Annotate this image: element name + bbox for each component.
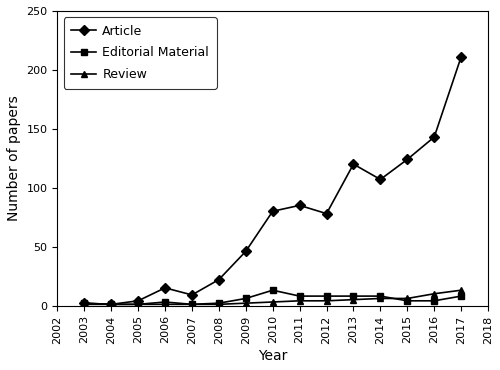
Review: [82, 302, 87, 307]
Article: [135, 299, 141, 303]
Editorial Material: [82, 301, 87, 305]
Review: [378, 296, 384, 301]
Editorial Material: [431, 299, 437, 303]
Editorial Material: [216, 301, 222, 305]
Editorial Material: [458, 294, 464, 298]
Article: [378, 177, 384, 182]
Article: [270, 209, 276, 213]
Article: [82, 301, 87, 305]
Article: [216, 278, 222, 282]
Editorial Material: [296, 294, 302, 298]
Line: Review: Review: [81, 287, 464, 308]
Review: [189, 302, 195, 307]
Article: [458, 55, 464, 59]
Article: [296, 203, 302, 208]
Article: [404, 157, 410, 162]
Review: [404, 296, 410, 301]
Review: [243, 301, 249, 305]
Review: [324, 299, 330, 303]
Review: [350, 297, 356, 302]
Review: [431, 292, 437, 296]
Article: [243, 249, 249, 253]
Editorial Material: [270, 288, 276, 292]
Line: Editorial Material: Editorial Material: [81, 287, 464, 308]
Article: [350, 162, 356, 166]
Review: [458, 288, 464, 292]
Article: [108, 302, 114, 307]
Y-axis label: Number of papers: Number of papers: [7, 95, 21, 221]
Editorial Material: [324, 294, 330, 298]
Review: [296, 299, 302, 303]
Review: [108, 302, 114, 307]
Review: [135, 302, 141, 307]
Article: [324, 211, 330, 216]
Editorial Material: [135, 302, 141, 307]
Editorial Material: [378, 294, 384, 298]
Editorial Material: [350, 294, 356, 298]
Editorial Material: [162, 300, 168, 304]
Review: [162, 302, 168, 307]
Editorial Material: [108, 302, 114, 307]
Editorial Material: [404, 299, 410, 303]
Review: [216, 302, 222, 307]
Legend: Article, Editorial Material, Review: Article, Editorial Material, Review: [64, 17, 216, 89]
Article: [189, 293, 195, 297]
Editorial Material: [189, 302, 195, 307]
X-axis label: Year: Year: [258, 349, 288, 363]
Editorial Material: [243, 296, 249, 301]
Line: Article: Article: [81, 53, 464, 308]
Article: [431, 135, 437, 139]
Article: [162, 286, 168, 290]
Review: [270, 300, 276, 304]
